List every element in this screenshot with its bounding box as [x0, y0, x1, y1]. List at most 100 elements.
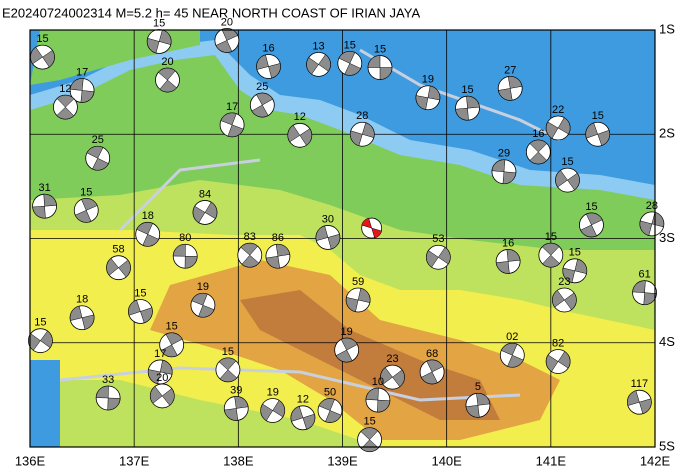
ball-quadrants: [545, 117, 571, 139]
focal-mechanism: [415, 85, 441, 111]
depth-label: 15: [569, 247, 581, 259]
focal-mechanism: [365, 387, 391, 413]
depth-label: 18: [76, 294, 88, 306]
ball-quadrants: [260, 400, 285, 422]
focal-mechanism: [190, 292, 216, 318]
depth-label: 10: [372, 376, 384, 388]
lon-label: 140E: [431, 453, 462, 468]
focal-mechanism: [380, 364, 405, 390]
ball-quadrants: [256, 54, 281, 79]
ball-quadrants: [360, 427, 379, 452]
ball-quadrants: [315, 225, 341, 250]
ball-quadrants: [191, 293, 215, 318]
ball-quadrants: [56, 94, 75, 120]
ball-quadrants: [361, 217, 382, 239]
depth-label: 12: [297, 394, 309, 406]
depth-label: 17: [76, 66, 88, 78]
depth-label: 28: [646, 200, 658, 212]
depth-label: 50: [324, 386, 336, 398]
focal-mechanism: [455, 95, 480, 121]
ocean: [30, 360, 60, 447]
focal-mechanism: [419, 359, 445, 385]
ball-quadrants: [338, 51, 361, 76]
ball-quadrants: [632, 280, 657, 305]
focal-mechanism: [632, 280, 657, 306]
main-event: [361, 217, 383, 239]
focal-mechanism: [265, 243, 291, 269]
focal-mechanism: [579, 212, 604, 238]
depth-label: 15: [545, 231, 557, 243]
ball-quadrants: [28, 330, 53, 351]
ball-quadrants: [172, 243, 198, 269]
ball-quadrants: [495, 249, 521, 274]
depth-label: 15: [592, 110, 604, 122]
ball-quadrants: [160, 332, 183, 358]
depth-label: 12: [294, 111, 306, 123]
lat-label: 2S: [659, 126, 675, 141]
focal-mechanism: [367, 55, 393, 80]
focal-mechanism: [32, 193, 57, 219]
title: E20240724002314 M=5.2 h= 45 NEAR NORTH C…: [2, 5, 420, 20]
focal-mechanism: [491, 159, 517, 185]
depth-label: 02: [506, 331, 518, 343]
ball-quadrants: [128, 299, 153, 324]
ball-quadrants: [240, 242, 260, 268]
depth-label: 25: [92, 134, 104, 146]
focal-mechanism: [146, 29, 172, 54]
depth-label: 15: [363, 416, 375, 428]
ball-quadrants: [265, 244, 291, 269]
focal-mechanism: [28, 328, 53, 354]
depth-label: 20: [156, 372, 168, 384]
depth-label: 15: [222, 346, 234, 358]
focal-mechanism: [223, 396, 249, 421]
depth-label: 25: [256, 81, 268, 93]
focal-mechanism: [128, 299, 153, 324]
depth-label: 20: [161, 56, 173, 68]
focal-mechanism: [73, 197, 99, 223]
focal-mechanism: [256, 54, 281, 79]
focal-mechanism: [499, 342, 525, 368]
depth-label: 5: [475, 381, 481, 393]
depth-label: 58: [112, 244, 124, 256]
focal-mechanism: [345, 287, 371, 313]
ball-quadrants: [545, 351, 571, 372]
frame: [29, 29, 656, 448]
focal-mechanism: [69, 78, 95, 103]
depth-label: 20: [221, 16, 233, 28]
focal-mechanism: [495, 249, 521, 274]
focal-mechanism: [555, 167, 580, 193]
depth-label: 33: [102, 374, 114, 386]
focal-mechanism: [85, 145, 111, 171]
focal-mechanism: [135, 221, 161, 247]
ball-quadrants: [224, 396, 249, 421]
ball-quadrants: [380, 367, 405, 388]
focal-mechanism: [155, 67, 180, 93]
ball-quadrants: [74, 198, 98, 223]
depth-label: 19: [341, 326, 353, 338]
focal-mechanism: [465, 392, 491, 418]
focal-mechanism: [585, 121, 611, 147]
focal-mechanism: [219, 112, 245, 138]
lon-label: 139E: [327, 453, 358, 468]
focal-mechanism: [290, 405, 316, 431]
mechanisms: 15 20 27 22 15 17 25 19 58 80 83 86 84 15 19 15 17 20 33 15…: [28, 16, 665, 453]
depth-label: 59: [352, 276, 364, 288]
ball-quadrants: [157, 67, 178, 93]
depth-label: 16: [532, 128, 544, 140]
depth-label: 12: [59, 83, 71, 95]
depth-label: 82: [552, 337, 564, 349]
focal-mechanism: [626, 389, 652, 415]
boundary: [118, 158, 261, 232]
focal-mechanism: [349, 121, 375, 147]
ball-quadrants: [555, 169, 580, 191]
mountain: [240, 290, 500, 420]
focal-mechanism: [306, 52, 331, 77]
ball-quadrants: [287, 124, 312, 146]
ball-quadrants: [147, 359, 173, 384]
depth-label: 15: [344, 39, 356, 51]
depth-label: 22: [552, 104, 564, 116]
ball-quadrants: [136, 222, 159, 247]
ball-quadrants: [218, 357, 238, 383]
